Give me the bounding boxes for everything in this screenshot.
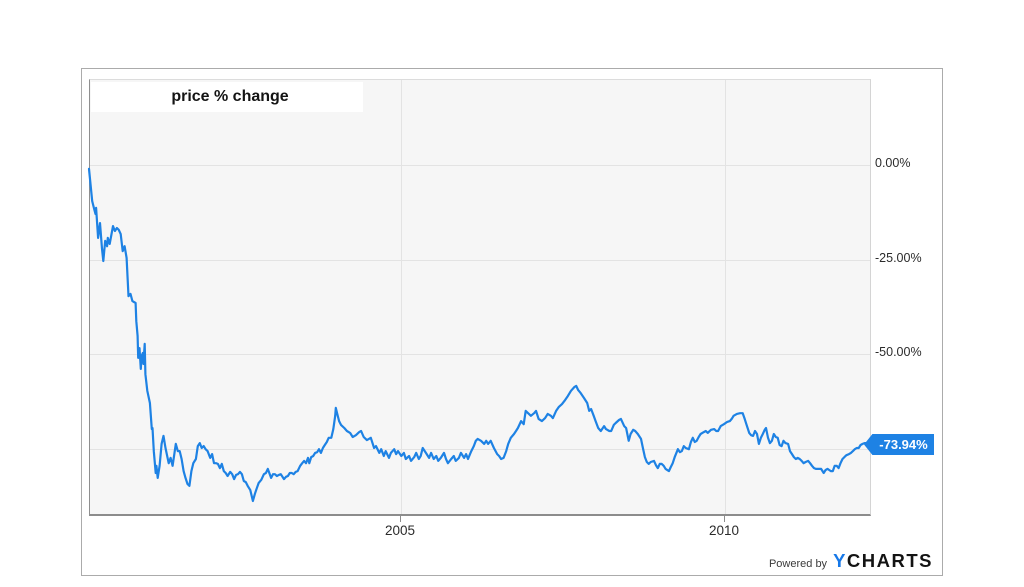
x-axis-tick — [724, 516, 725, 522]
legend: price % change — [91, 82, 363, 112]
chart-container: price % change 0.00% -25.00% -50.00% 2005 2… — [81, 68, 943, 576]
powered-by-text: Powered by — [768, 558, 828, 570]
x-axis-tick — [400, 516, 401, 522]
ycharts-watermark: Powered by YCHARTS — [764, 550, 933, 572]
series-title: price % change — [171, 88, 289, 105]
gridline-v — [725, 80, 726, 514]
plot-area: price % change — [89, 79, 871, 516]
gridline-h — [90, 260, 870, 261]
y-axis-label: -25.00% — [875, 251, 922, 265]
last-value-text: -73.94% — [879, 437, 928, 452]
last-value-badge: -73.94% — [864, 434, 934, 455]
x-axis-label: 2010 — [708, 523, 740, 538]
x-axis-label: 2005 — [384, 523, 416, 538]
ycharts-logo-y: Y — [833, 550, 847, 571]
y-axis-label: 0.00% — [875, 156, 911, 170]
gridline-h — [90, 449, 870, 450]
gridline-v — [401, 80, 402, 514]
gridline-h — [90, 165, 870, 166]
y-axis-label: -50.00% — [875, 345, 922, 359]
ycharts-logo: YCHARTS — [833, 550, 933, 572]
gridline-h — [90, 354, 870, 355]
ycharts-logo-charts: CHARTS — [846, 550, 933, 571]
